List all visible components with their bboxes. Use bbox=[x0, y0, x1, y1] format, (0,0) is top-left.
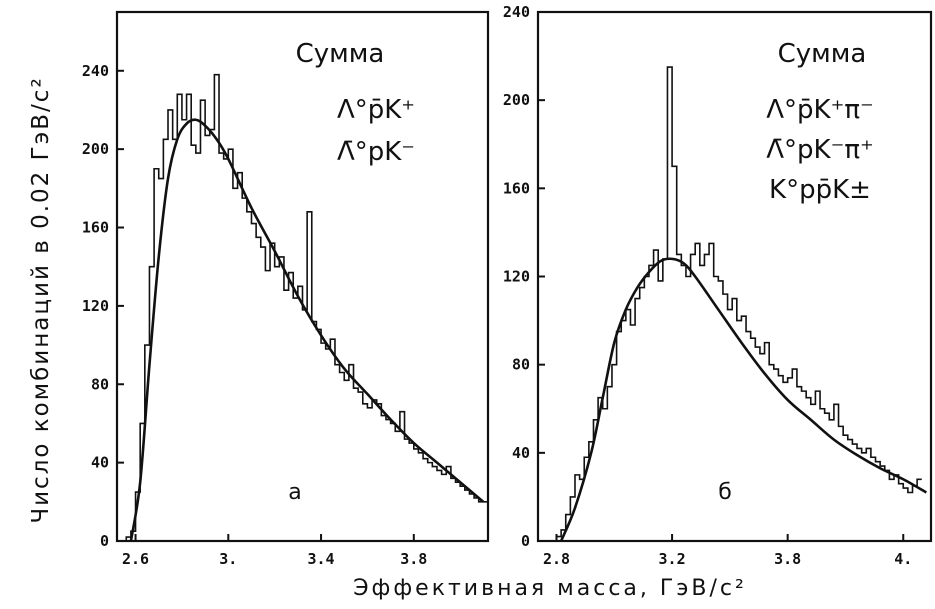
y-tick-label: 200 bbox=[503, 91, 530, 109]
panel-label: а bbox=[288, 480, 301, 505]
x-tick-label: 3.4 bbox=[308, 550, 335, 568]
x-tick-label: 4. bbox=[894, 550, 912, 568]
plot-frame bbox=[536, 10, 933, 543]
x-tick-label: 2.8 bbox=[543, 550, 570, 568]
plot-frame bbox=[115, 10, 490, 543]
y-tick-label: 0 bbox=[100, 532, 109, 550]
annotation-label: Сумма bbox=[296, 39, 385, 69]
x-tick-label: 3. bbox=[219, 550, 237, 568]
x-axis-label: Эффективная масса, ГэВ/с² bbox=[353, 576, 747, 601]
annotation-label: Λ̄°pK⁻ bbox=[337, 137, 415, 167]
y-tick-label: 40 bbox=[512, 444, 530, 462]
y-tick-label: 240 bbox=[503, 3, 530, 21]
y-tick-label: 120 bbox=[82, 297, 109, 315]
y-axis-label: Число комбинаций в 0.02 ГэВ/с² bbox=[28, 76, 54, 523]
y-tick-label: 0 bbox=[521, 532, 530, 550]
x-tick-label: 3.2 bbox=[659, 550, 686, 568]
annotation-label: Λ°p̄K⁺ bbox=[337, 95, 415, 125]
x-tick-label: 2.6 bbox=[122, 550, 149, 568]
y-tick-label: 160 bbox=[503, 179, 530, 197]
chart-panel-1: 0 40 80 120 160 200 240 2.6 3. 3.4 3.8 Сумма Λ°p̄K⁺ Λ… bbox=[82, 10, 490, 568]
histogram-series bbox=[555, 66, 922, 541]
annotation-label: Сумма bbox=[778, 39, 867, 69]
y-tick-label: 40 bbox=[91, 454, 109, 472]
y-tick-label: 120 bbox=[503, 268, 530, 286]
fit-curve bbox=[129, 118, 485, 542]
fit-curve bbox=[559, 257, 928, 542]
y-tick-label: 160 bbox=[82, 219, 109, 237]
histogram-series bbox=[125, 73, 489, 541]
y-tick-label: 80 bbox=[512, 356, 530, 374]
y-tick-label: 200 bbox=[82, 140, 109, 158]
annotation-label: Λ̄°pK⁻π⁺ bbox=[766, 135, 873, 165]
y-tick-label: 80 bbox=[91, 375, 109, 393]
panel-label: б bbox=[718, 480, 732, 505]
annotation-label: K°pp̄K± bbox=[769, 175, 871, 205]
chart-panel-2: 0 40 80 120 160 200 240 2.8 3.2 3.8 4. Сумма Λ°p̄K⁺π… bbox=[503, 3, 933, 568]
x-tick-label: 3.8 bbox=[774, 550, 801, 568]
chart-panels: 0 40 80 120 160 200 240 2.6 3. 3.4 3.8 Сумма Λ°p̄K⁺ Λ… bbox=[82, 3, 933, 568]
annotation-label: Λ°p̄K⁺π⁻ bbox=[766, 95, 873, 125]
x-tick-label: 3.8 bbox=[400, 550, 427, 568]
y-tick-label: 240 bbox=[82, 62, 109, 80]
